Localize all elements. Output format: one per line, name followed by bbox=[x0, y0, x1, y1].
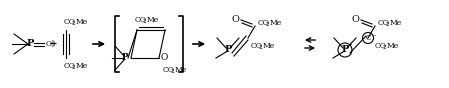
Text: Me: Me bbox=[387, 42, 399, 50]
Text: O+: O+ bbox=[46, 40, 58, 48]
Text: 2: 2 bbox=[383, 45, 386, 50]
Text: Me: Me bbox=[76, 62, 88, 70]
Text: Me: Me bbox=[389, 19, 402, 27]
Text: P: P bbox=[26, 40, 34, 48]
Text: 2: 2 bbox=[265, 22, 269, 27]
Text: O: O bbox=[351, 15, 359, 24]
Text: +: + bbox=[48, 39, 56, 49]
Text: Me: Me bbox=[263, 42, 275, 50]
Text: C: C bbox=[365, 34, 370, 42]
Text: CO: CO bbox=[258, 19, 270, 27]
Text: Me: Me bbox=[146, 16, 159, 24]
Text: O: O bbox=[160, 54, 167, 62]
Text: –: – bbox=[372, 34, 375, 39]
Text: 2: 2 bbox=[72, 65, 75, 70]
Text: CO: CO bbox=[64, 18, 76, 26]
Text: 2: 2 bbox=[259, 45, 262, 50]
Text: 2: 2 bbox=[72, 21, 75, 26]
Text: CO: CO bbox=[163, 66, 175, 74]
Text: 2: 2 bbox=[386, 22, 389, 27]
Text: Me: Me bbox=[76, 18, 88, 26]
Text: CO: CO bbox=[378, 19, 390, 27]
Text: Me: Me bbox=[175, 66, 187, 74]
Text: +: + bbox=[348, 43, 352, 48]
Text: P: P bbox=[224, 45, 232, 54]
Text: CO: CO bbox=[64, 62, 76, 70]
Text: P: P bbox=[122, 54, 128, 62]
Text: O: O bbox=[231, 15, 239, 24]
Text: 2: 2 bbox=[171, 69, 174, 74]
Text: Me: Me bbox=[269, 19, 282, 27]
Text: CO: CO bbox=[251, 42, 263, 50]
Text: 2: 2 bbox=[142, 19, 146, 24]
Text: P: P bbox=[341, 45, 349, 54]
Text: CO: CO bbox=[135, 16, 147, 24]
Text: CO: CO bbox=[375, 42, 387, 50]
